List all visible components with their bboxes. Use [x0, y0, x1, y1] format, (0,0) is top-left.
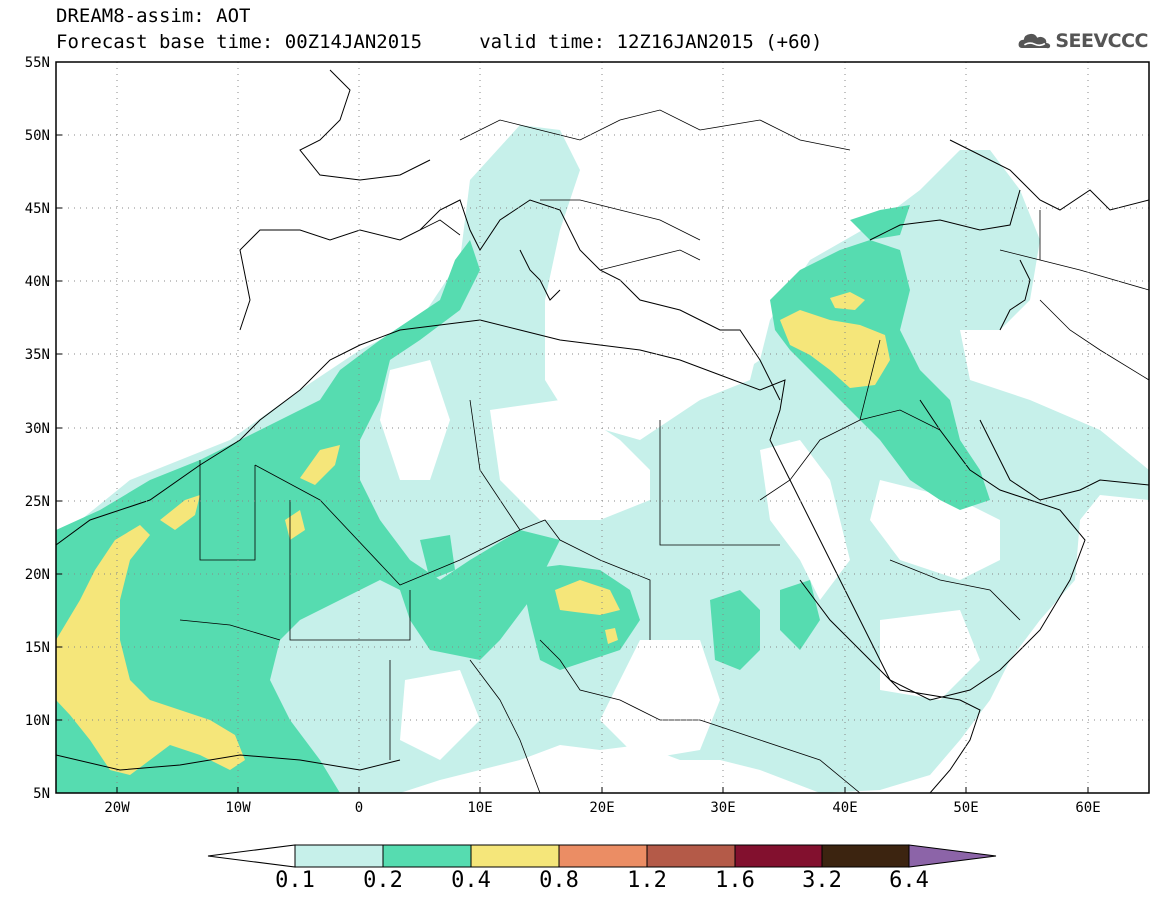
chart-title: DREAM8-assim: AOT	[56, 5, 251, 27]
colorbar-segment-2	[382, 844, 472, 868]
colorbar-segment-3	[470, 844, 560, 868]
colorbar-segment-1	[294, 844, 384, 868]
lat-label-40n: 40N	[25, 274, 50, 290]
logo-text: SEEVCCC	[1055, 30, 1148, 52]
lon-label-20e: 20E	[589, 800, 614, 816]
graticule	[56, 62, 1149, 793]
colorbar-label-0-2: 0.2	[363, 868, 403, 893]
colorbar-segment-7	[821, 844, 910, 868]
lat-label-30n: 30N	[25, 421, 50, 437]
lat-label-25n: 25N	[25, 494, 50, 510]
lon-label-60e: 60E	[1075, 800, 1100, 816]
lon-label-20w: 20W	[104, 800, 130, 816]
colorbar-segment-5	[646, 844, 736, 868]
colorbar-label-0-4: 0.4	[451, 868, 491, 893]
lon-label-30e: 30E	[710, 800, 735, 816]
cloud-icon	[1018, 33, 1051, 49]
lat-label-55n: 55N	[25, 55, 50, 71]
lat-label-50n: 50N	[25, 128, 50, 144]
colorbar-label-3-2: 3.2	[802, 868, 842, 893]
lon-label-10e: 10E	[467, 800, 492, 816]
colorbar-segment-above	[908, 844, 997, 868]
country-borders	[179, 109, 1149, 793]
lon-label-10w: 10W	[225, 800, 251, 816]
lat-label-15n: 15N	[25, 640, 50, 656]
lat-label-5n: 5N	[33, 786, 50, 802]
lon-label-50e: 50E	[953, 800, 978, 816]
tick-marks	[56, 61, 1089, 794]
coastlines	[56, 69, 1149, 793]
aot-level-0-4	[56, 292, 890, 775]
colorbar-label-0-8: 0.8	[539, 868, 579, 893]
colorbar-segment-4	[558, 844, 648, 868]
lat-label-35n: 35N	[25, 347, 50, 363]
lat-label-20n: 20N	[25, 567, 50, 583]
colorbar-segment-below	[207, 844, 296, 868]
colorbar-label-6-4: 6.4	[889, 868, 929, 893]
colorbar	[207, 844, 997, 868]
colorbar-label-1-6: 1.6	[715, 868, 755, 893]
lon-label-0: 0	[355, 800, 363, 816]
lat-label-45n: 45N	[25, 201, 50, 217]
colorbar-label-0-1: 0.1	[275, 868, 315, 893]
colorbar-label-1-2: 1.2	[627, 868, 667, 893]
lon-label-40e: 40E	[832, 800, 857, 816]
seevccc-logo: SEEVCCC	[1018, 24, 1148, 58]
colorbar-segment-6	[734, 844, 823, 868]
lat-label-10n: 10N	[25, 713, 50, 729]
forecast-time-subtitle: Forecast base time: 00Z14JAN2015 valid t…	[56, 31, 823, 53]
